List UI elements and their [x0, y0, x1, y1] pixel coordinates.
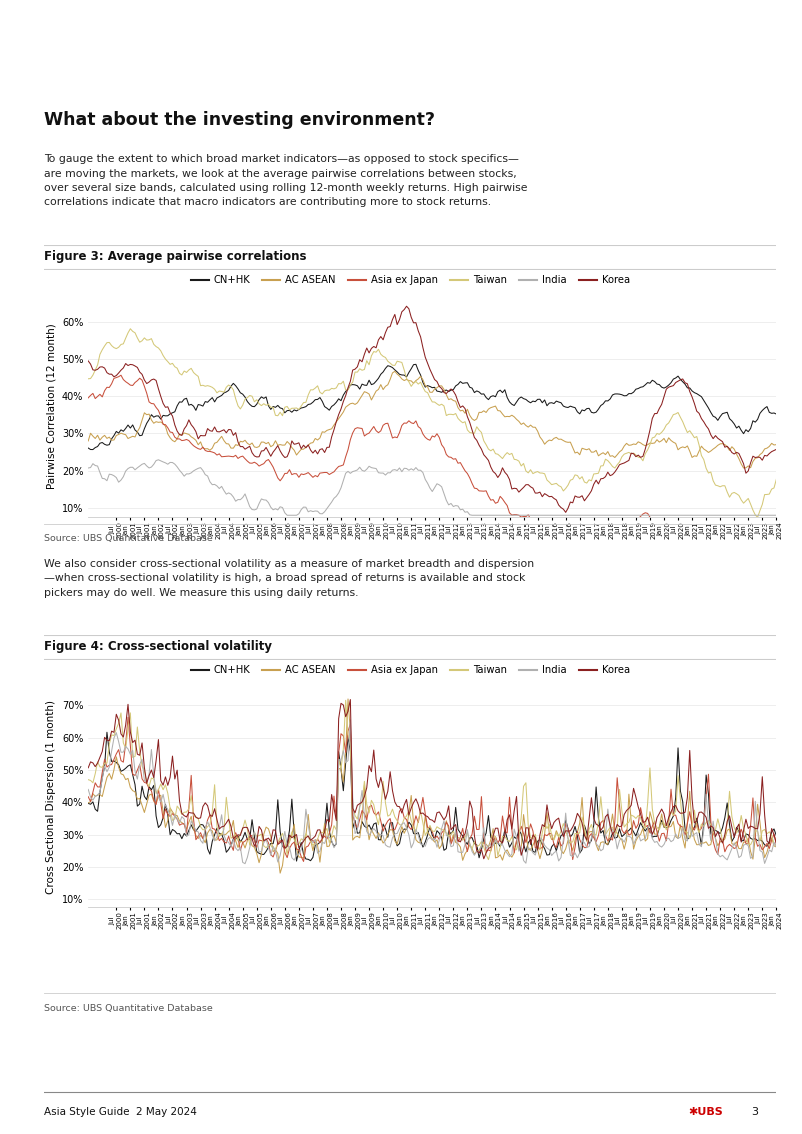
Text: Source: UBS Quantitative Database: Source: UBS Quantitative Database: [44, 1004, 213, 1013]
Text: 3: 3: [751, 1107, 758, 1117]
Text: ✱UBS: ✱UBS: [688, 1107, 723, 1117]
Text: To gauge the extent to which broad market indicators—as opposed to stock specifi: To gauge the extent to which broad marke…: [44, 154, 528, 208]
Text: What about the investing environment?: What about the investing environment?: [44, 111, 435, 129]
Text: Figure 4: Cross-sectional volatility: Figure 4: Cross-sectional volatility: [44, 640, 272, 653]
Text: Asia Style Guide  2 May 2024: Asia Style Guide 2 May 2024: [44, 1107, 197, 1117]
Legend: CN+HK, AC ASEAN, Asia ex Japan, Taiwan, India, Korea: CN+HK, AC ASEAN, Asia ex Japan, Taiwan, …: [187, 661, 634, 679]
Y-axis label: Cross Sectional Dispersion (1 month): Cross Sectional Dispersion (1 month): [47, 700, 56, 894]
Text: Figure 3: Average pairwise correlations: Figure 3: Average pairwise correlations: [44, 249, 306, 263]
Text: We also consider cross-sectional volatility as a measure of market breadth and d: We also consider cross-sectional volatil…: [44, 559, 534, 598]
Text: Source: UBS Quantitative Database: Source: UBS Quantitative Database: [44, 534, 213, 543]
Legend: CN+HK, AC ASEAN, Asia ex Japan, Taiwan, India, Korea: CN+HK, AC ASEAN, Asia ex Japan, Taiwan, …: [187, 271, 634, 289]
Y-axis label: Pairwise Correlation (12 month): Pairwise Correlation (12 month): [47, 323, 56, 490]
